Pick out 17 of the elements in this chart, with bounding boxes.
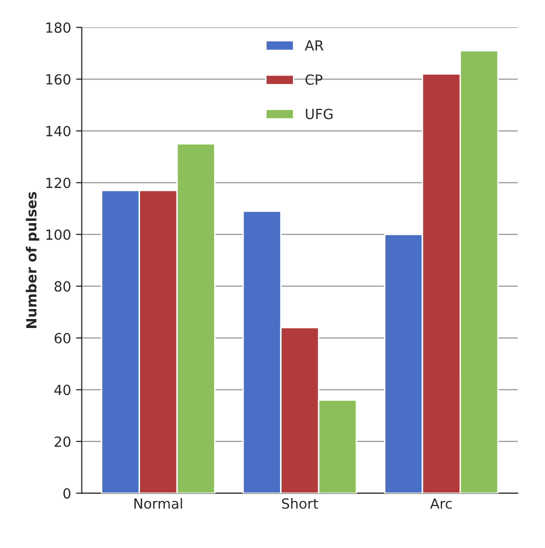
x-tick-label: Arc (430, 498, 452, 509)
legend-label: CP (306, 74, 322, 85)
y-tick-label: 40 (54, 384, 70, 396)
y-tick-label: 160 (46, 74, 70, 85)
y-tick-label: 180 (46, 22, 70, 33)
y-tick-label: 100 (46, 229, 70, 240)
y-tick-label: 140 (46, 126, 70, 136)
x-tick-label: Short (282, 498, 318, 509)
y-tick-label: 60 (54, 332, 70, 344)
legend-label: AR (304, 40, 324, 50)
legend-label: UFG (306, 108, 333, 120)
y-tick-label: 120 (46, 178, 70, 188)
y-tick-label: 20 (54, 436, 70, 447)
y-tick-label: 0 (63, 488, 70, 499)
x-tick-label: Normal (134, 498, 182, 509)
y-axis-title: Number of pulses (26, 192, 40, 328)
y-tick-label: 80 (54, 281, 70, 292)
